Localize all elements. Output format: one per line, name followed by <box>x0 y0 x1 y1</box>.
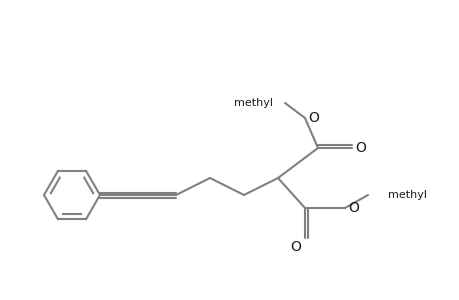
Text: methyl: methyl <box>387 190 426 200</box>
Text: methyl: methyl <box>234 98 272 108</box>
Text: O: O <box>290 240 301 254</box>
Text: O: O <box>355 141 366 155</box>
Text: O: O <box>348 201 358 215</box>
Text: O: O <box>308 111 319 125</box>
